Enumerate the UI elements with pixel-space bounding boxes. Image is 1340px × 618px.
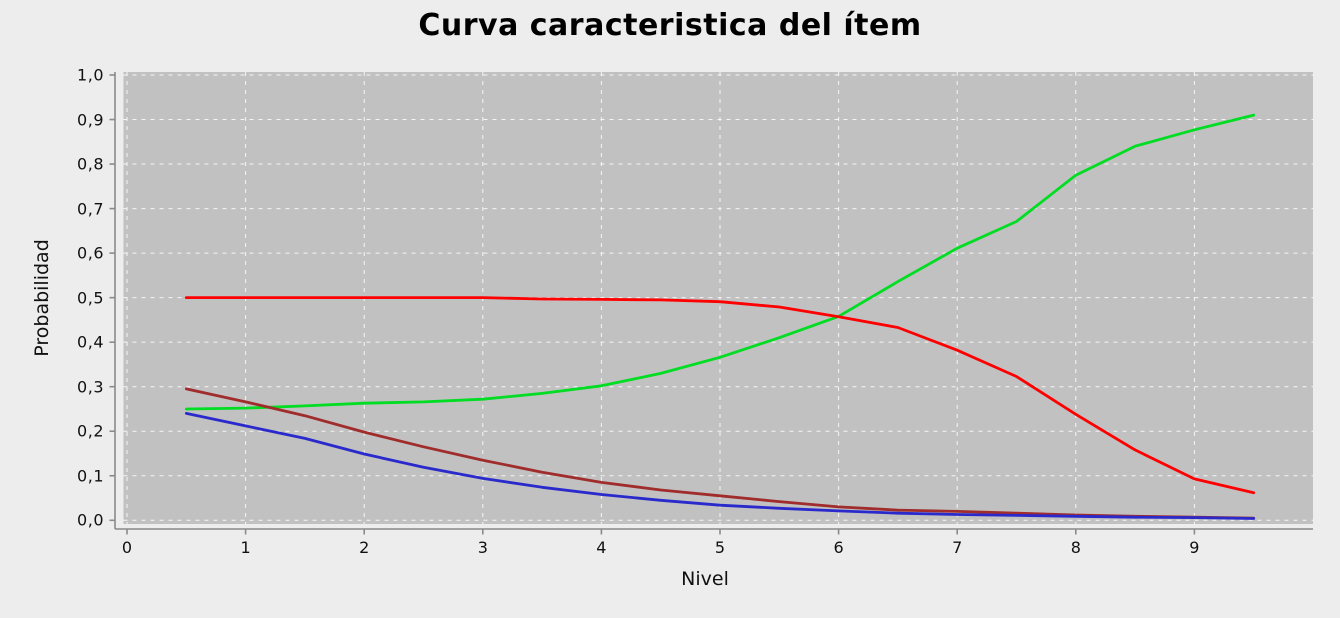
x-tick-label: 0 <box>121 538 133 557</box>
x-tick-label: 8 <box>1070 538 1081 557</box>
curva-verde <box>184 113 1256 411</box>
x-tick-label: 5 <box>714 538 726 557</box>
y-tick-label: 0,7 <box>77 199 104 219</box>
x-tick-label: 7 <box>952 538 963 557</box>
y-tick-label: 0,6 <box>77 243 104 263</box>
y-tick-label: 0,0 <box>77 510 104 530</box>
y-tick-label: 0,4 <box>77 332 104 352</box>
chart-title: Curva caracteristica del ítem <box>418 8 922 43</box>
y-tick-label: 0,9 <box>77 110 104 130</box>
x-tick-label: 4 <box>596 538 607 557</box>
y-tick-label: 0,8 <box>77 154 104 174</box>
x-tick-label: 9 <box>1189 538 1200 557</box>
x-tick-label: 2 <box>359 538 370 557</box>
curva-roja <box>184 296 1256 495</box>
curva-azul <box>184 411 1256 520</box>
y-axis-label: Probabilidad <box>31 239 53 357</box>
x-tick-label: 6 <box>833 538 844 557</box>
y-tick-label: 0,1 <box>77 466 104 486</box>
x-tick-label: 1 <box>240 538 251 557</box>
y-tick-label: 0,5 <box>77 288 104 308</box>
y-tick-label: 0,2 <box>77 421 104 441</box>
x-axis-label: Nivel <box>681 568 729 590</box>
y-tick-label: 0,3 <box>77 377 104 397</box>
x-tick-label: 3 <box>477 538 488 557</box>
y-tick-label: 1,0 <box>77 65 104 85</box>
